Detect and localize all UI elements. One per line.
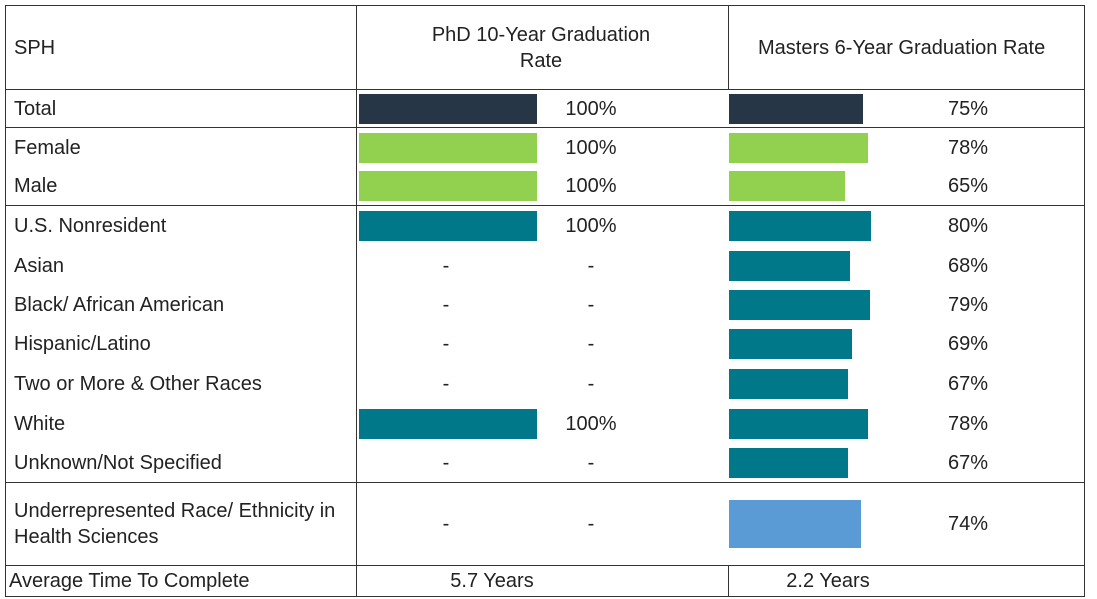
value-label: 75% — [947, 97, 989, 120]
row-label: White — [14, 413, 66, 435]
value-label: 80% — [947, 215, 989, 237]
dash: - — [587, 333, 595, 355]
row-label: Hispanic/Latino — [14, 333, 151, 355]
value-label: 79% — [947, 294, 989, 316]
border — [356, 206, 357, 246]
footer-cell: Average Time To Complete — [9, 570, 250, 592]
border — [356, 364, 357, 404]
bar — [359, 211, 537, 241]
value-label: 100% — [565, 136, 617, 159]
value-label: 69% — [947, 333, 989, 355]
bar — [729, 329, 852, 359]
border — [356, 444, 357, 482]
dash: - — [442, 255, 450, 277]
row-label: Underrepresented Race/ Ethnicity in Heal… — [14, 500, 336, 548]
row-label: U.S. Nonresident — [14, 215, 167, 237]
border — [356, 286, 357, 324]
border — [728, 6, 729, 89]
bar — [729, 132, 868, 163]
bar — [359, 409, 537, 439]
dash: - — [587, 452, 595, 474]
border — [6, 482, 1084, 483]
bar — [359, 93, 537, 124]
value-label: 100% — [565, 215, 617, 237]
border — [728, 566, 729, 596]
border — [356, 404, 357, 444]
bar — [729, 171, 845, 201]
header-cell: PhD 10-Year Graduation Rate — [431, 23, 651, 72]
dash: - — [587, 373, 595, 395]
dash: - — [587, 294, 595, 316]
value-label: 100% — [565, 413, 617, 435]
value-label: 67% — [947, 373, 989, 395]
header-cell: Masters 6-Year Graduation Rate — [758, 36, 1046, 59]
dash: - — [442, 513, 450, 535]
value-label: 74% — [947, 513, 989, 535]
border — [6, 127, 1084, 128]
border — [356, 6, 357, 89]
bar — [359, 171, 537, 201]
border — [356, 246, 357, 286]
header-cell: SPH — [14, 36, 56, 59]
border — [6, 205, 1084, 206]
row-label: Male — [14, 175, 58, 197]
bar — [729, 93, 863, 124]
dash: - — [587, 255, 595, 277]
bar — [729, 448, 849, 478]
dash: - — [442, 452, 450, 474]
row-label: Total — [14, 97, 57, 120]
bar — [729, 369, 849, 399]
value-label: 68% — [947, 255, 989, 277]
table: SPH PhD 10-Year Graduation Rate Masters 6-… — [5, 5, 1085, 597]
border — [356, 90, 357, 127]
row-label: Unknown/Not Specified — [14, 452, 222, 474]
border — [356, 566, 357, 596]
value-label: 100% — [565, 175, 617, 197]
border — [356, 483, 357, 565]
dash: - — [442, 373, 450, 395]
value-label: 78% — [947, 136, 989, 159]
dash: - — [442, 294, 450, 316]
bar — [729, 211, 872, 241]
bar — [729, 409, 868, 439]
value-label: 100% — [565, 97, 617, 120]
bar — [729, 251, 851, 281]
dash: - — [587, 513, 595, 535]
value-label: 65% — [947, 175, 989, 197]
row-label: Two or More & Other Races — [14, 373, 262, 395]
bar — [359, 132, 537, 163]
bar — [729, 500, 861, 548]
row-label: Asian — [14, 255, 65, 277]
dash: - — [442, 333, 450, 355]
value-label: 78% — [947, 413, 989, 435]
border — [356, 128, 357, 167]
border — [356, 324, 357, 364]
row-label: Black/ African American — [14, 294, 225, 316]
row-label: Female — [14, 136, 81, 159]
value-label: 67% — [947, 452, 989, 474]
border — [356, 167, 357, 205]
bar — [729, 290, 870, 320]
border — [6, 565, 1084, 566]
footer-cell: 2.2 Years — [786, 570, 870, 592]
border — [6, 89, 1084, 90]
footer-cell: 5.7 Years — [450, 570, 534, 592]
